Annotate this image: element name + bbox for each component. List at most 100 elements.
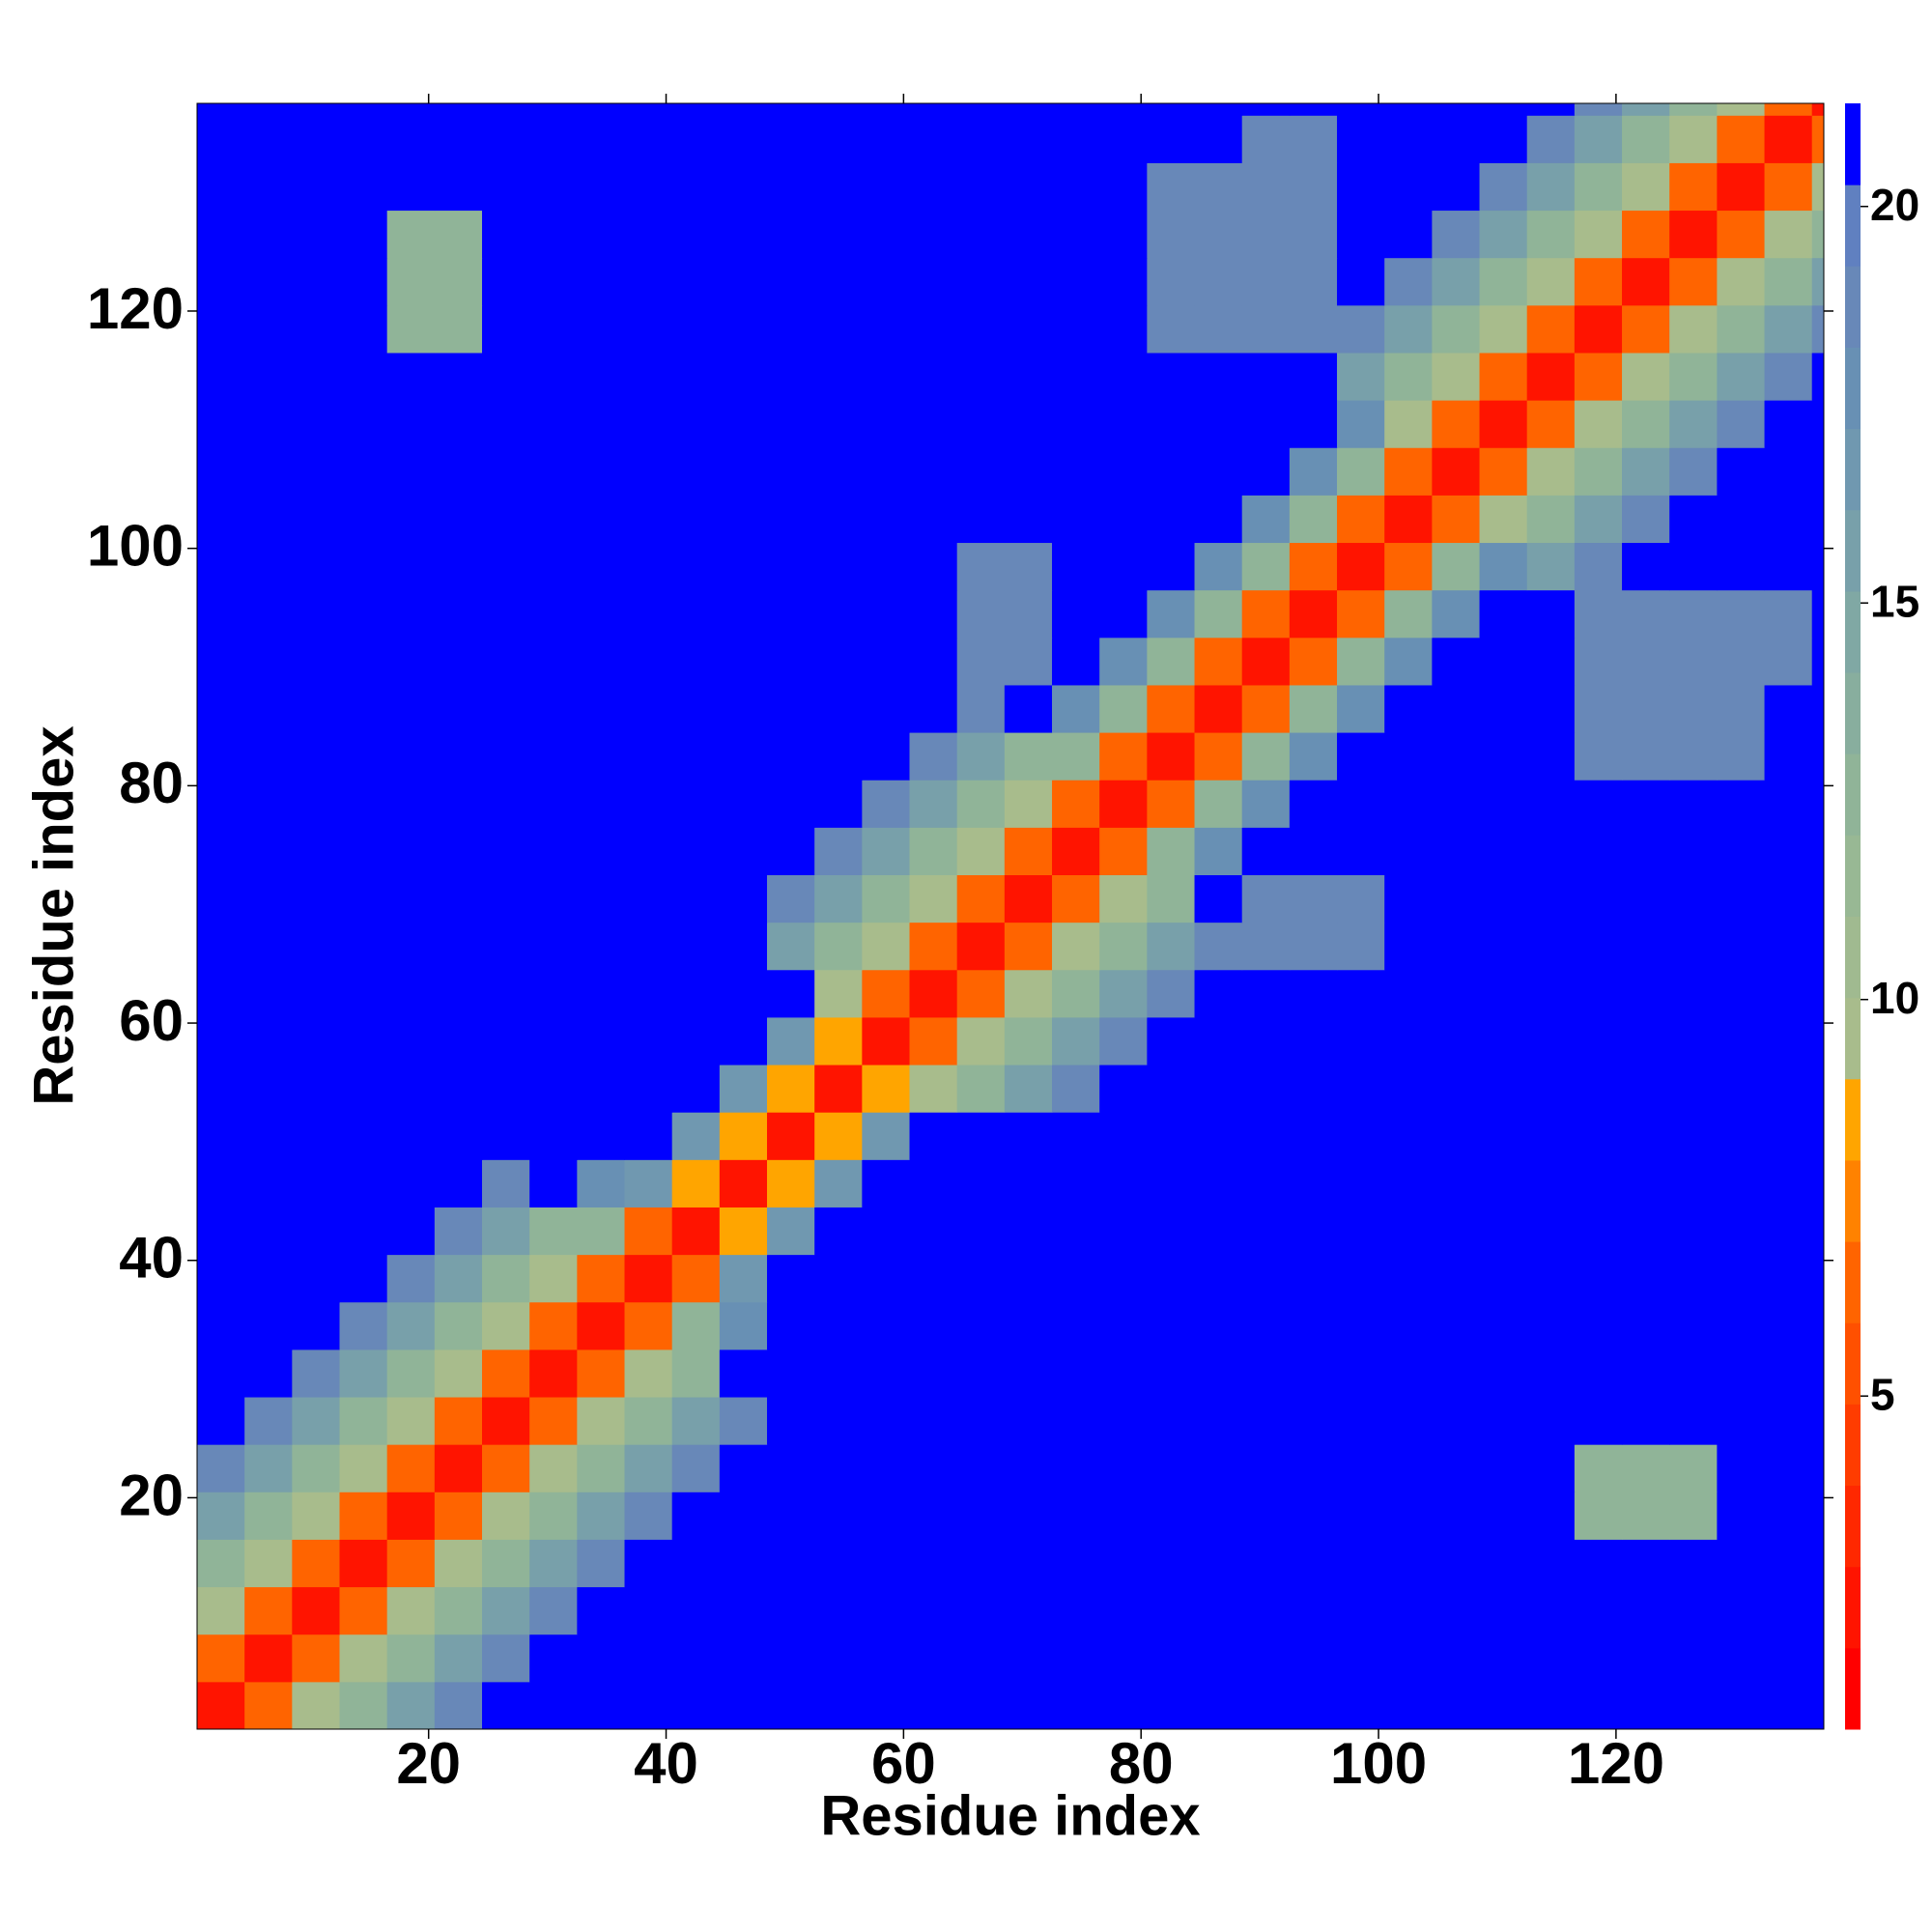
heat-cell bbox=[1004, 969, 1053, 1018]
heat-cell bbox=[1574, 1681, 1623, 1729]
heat-cell bbox=[956, 1301, 1006, 1350]
heat-cell bbox=[1717, 780, 1766, 828]
heat-cell bbox=[292, 257, 341, 306]
heat-cell bbox=[814, 1065, 863, 1113]
heat-cell bbox=[1432, 732, 1481, 781]
heat-cell bbox=[862, 827, 911, 876]
heat-cell bbox=[1479, 684, 1528, 733]
heat-cell bbox=[434, 542, 483, 591]
heat-cell bbox=[577, 1112, 626, 1160]
heat-cell bbox=[671, 874, 721, 923]
heat-cell bbox=[529, 400, 578, 448]
heat-cell bbox=[1669, 922, 1718, 971]
heat-cell bbox=[292, 1492, 341, 1540]
heat-cell bbox=[956, 589, 1006, 639]
heat-cell bbox=[482, 922, 530, 971]
heat-cell bbox=[292, 1586, 341, 1635]
heat-cell bbox=[529, 542, 578, 591]
heat-cell bbox=[1289, 1492, 1338, 1540]
heat-cell bbox=[1526, 400, 1576, 448]
heat-cell bbox=[1622, 922, 1670, 971]
heat-cell bbox=[197, 542, 245, 591]
heat-cell bbox=[1526, 1681, 1576, 1729]
heat-cell bbox=[767, 1539, 815, 1588]
heat-cell bbox=[1622, 257, 1670, 306]
heat-cell bbox=[1241, 637, 1291, 686]
heat-cell bbox=[956, 1065, 1006, 1113]
heat-cell bbox=[434, 400, 483, 448]
heat-cell bbox=[767, 637, 815, 686]
heat-cell bbox=[1526, 874, 1576, 923]
heat-cell bbox=[1717, 1207, 1766, 1256]
heat-cell bbox=[1241, 1492, 1291, 1540]
heat-cell bbox=[244, 1492, 293, 1540]
heat-cell bbox=[1384, 1397, 1433, 1445]
heat-cell bbox=[197, 1397, 245, 1445]
heat-cell bbox=[1669, 352, 1718, 401]
heat-cell bbox=[767, 1349, 815, 1398]
colorbar-band bbox=[1845, 1322, 1861, 1405]
heat-cell bbox=[1194, 684, 1243, 733]
heat-cell bbox=[339, 1444, 388, 1492]
heat-cell bbox=[244, 1586, 293, 1635]
heat-cell bbox=[1669, 304, 1718, 354]
heat-cell bbox=[1194, 103, 1243, 116]
heat-cell bbox=[1622, 115, 1670, 163]
heat-cell bbox=[1764, 210, 1813, 259]
heat-cell bbox=[1669, 115, 1718, 163]
heat-cell bbox=[909, 1159, 958, 1208]
heat-cell bbox=[1669, 1301, 1718, 1350]
heat-cell bbox=[1384, 304, 1433, 354]
heat-cell bbox=[1194, 1349, 1243, 1398]
heat-cell bbox=[1811, 637, 1824, 686]
heat-cell bbox=[1479, 400, 1528, 448]
heat-cell bbox=[814, 922, 863, 971]
heat-cell bbox=[1052, 1207, 1100, 1256]
heat-cell bbox=[386, 542, 436, 591]
heat-cell bbox=[1432, 542, 1481, 591]
heat-cell bbox=[1194, 1065, 1243, 1113]
heat-cell bbox=[1052, 542, 1100, 591]
heat-cell bbox=[529, 1349, 578, 1398]
heat-cell bbox=[482, 1492, 530, 1540]
heat-cell bbox=[434, 352, 483, 401]
y-tick-label: 60 bbox=[119, 988, 184, 1053]
heat-cell bbox=[1526, 1301, 1576, 1350]
heat-cell bbox=[1241, 352, 1291, 401]
heat-cell bbox=[1004, 257, 1053, 306]
heat-cell bbox=[1479, 162, 1528, 212]
heat-cell bbox=[1147, 1444, 1196, 1492]
heat-cell bbox=[1289, 1065, 1338, 1113]
heat-cell bbox=[482, 1065, 530, 1113]
heat-cell bbox=[1099, 1349, 1148, 1398]
heat-cell bbox=[529, 1586, 578, 1635]
heat-cell bbox=[1147, 1539, 1196, 1588]
heat-cell bbox=[529, 447, 578, 496]
heat-cell bbox=[1052, 210, 1100, 259]
heat-cell bbox=[1147, 257, 1196, 306]
heat-cell bbox=[1099, 1065, 1148, 1113]
heat-cell bbox=[1622, 447, 1670, 496]
heat-cell bbox=[1194, 1444, 1243, 1492]
heat-cell bbox=[1717, 257, 1766, 306]
heat-cell bbox=[862, 1159, 911, 1208]
heat-cell bbox=[577, 827, 626, 876]
heat-cell bbox=[434, 969, 483, 1018]
heat-cell bbox=[434, 1207, 483, 1256]
heat-cell bbox=[1811, 1397, 1824, 1445]
heat-cell bbox=[1147, 1207, 1196, 1256]
heat-cell bbox=[1526, 1634, 1576, 1683]
heat-cell bbox=[529, 210, 578, 259]
heat-cell bbox=[386, 1254, 436, 1303]
heat-cell bbox=[814, 1634, 863, 1683]
heat-cell bbox=[1337, 1065, 1385, 1113]
heat-cell bbox=[197, 400, 245, 448]
heat-cell bbox=[1004, 780, 1053, 828]
heat-cell bbox=[1526, 969, 1576, 1018]
heat-cell bbox=[1147, 732, 1196, 781]
heat-cell bbox=[197, 1159, 245, 1208]
heat-cell bbox=[577, 780, 626, 828]
heat-cell bbox=[671, 1254, 721, 1303]
heat-cell bbox=[1147, 1254, 1196, 1303]
heat-cell bbox=[1574, 1586, 1623, 1635]
